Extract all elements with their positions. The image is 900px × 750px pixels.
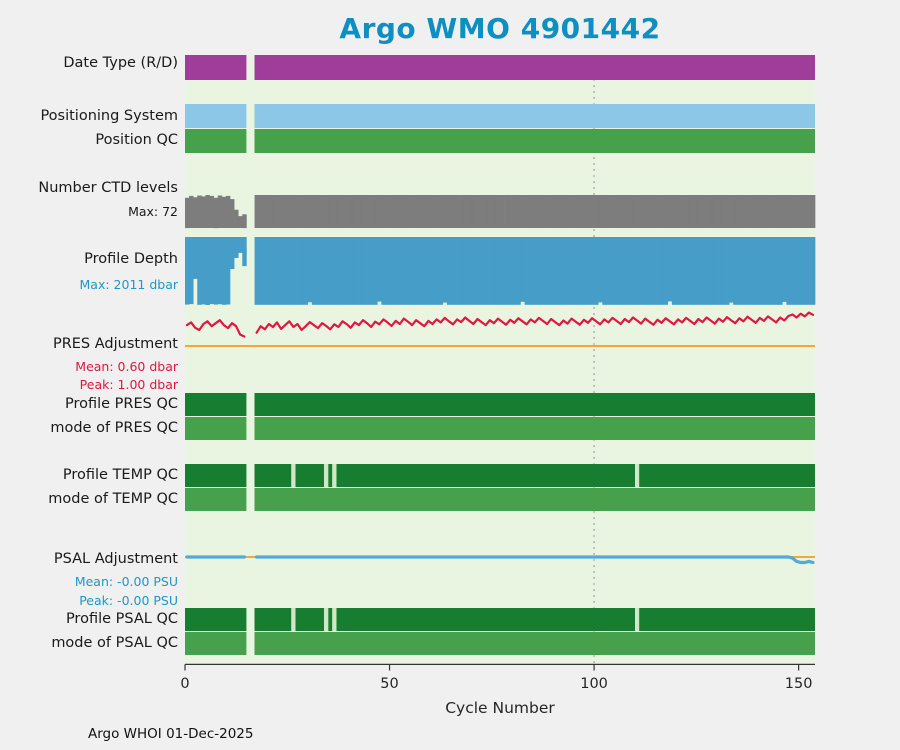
x-tick-label: 150: [784, 676, 813, 692]
row-label-mode_temp_qc: mode of TEMP QC: [48, 491, 178, 507]
row-label-date_type: Date Type (R/D): [63, 55, 178, 71]
row-label-positioning_system: Positioning System: [40, 108, 178, 124]
row-label-ctd_levels: Number CTD levels: [38, 180, 178, 196]
page-title: Argo WMO 4901442: [339, 12, 661, 45]
row-sublabel-psal_adjustment-0: Mean: -0.00 PSU: [74, 574, 178, 589]
row-label-profile_pres_qc: Profile PRES QC: [64, 396, 178, 412]
x-axis-label: Cycle Number: [445, 699, 555, 717]
row-label-profile_temp_qc: Profile TEMP QC: [62, 467, 178, 483]
row-label-position_qc: Position QC: [95, 132, 178, 148]
row-label-profile_psal_qc: Profile PSAL QC: [65, 611, 178, 627]
plot-background: [185, 55, 815, 665]
row-label-psal_adjustment: PSAL Adjustment: [53, 551, 178, 567]
x-tick-label: 0: [180, 676, 190, 692]
row-sublabel-ctd_levels-0: Max: 72: [128, 204, 178, 219]
row-label-profile_depth: Profile Depth: [84, 251, 178, 267]
x-tick-label: 50: [380, 676, 399, 692]
plot-canvas: [184, 55, 816, 671]
row-label-pres_adjustment: PRES Adjustment: [52, 336, 178, 352]
footer-note: Argo WHOI 01-Dec-2025: [88, 726, 254, 742]
row-sublabel-pres_adjustment-1: Peak: 1.00 dbar: [79, 377, 178, 392]
row-sublabel-profile_depth-0: Max: 2011 dbar: [79, 277, 178, 292]
row-label-mode_pres_qc: mode of PRES QC: [50, 420, 178, 436]
row-sublabel-pres_adjustment-0: Mean: 0.60 dbar: [75, 359, 178, 374]
row-label-mode_psal_qc: mode of PSAL QC: [51, 635, 178, 651]
x-tick-label: 100: [580, 676, 608, 692]
row-sublabel-psal_adjustment-1: Peak: -0.00 PSU: [79, 593, 178, 608]
